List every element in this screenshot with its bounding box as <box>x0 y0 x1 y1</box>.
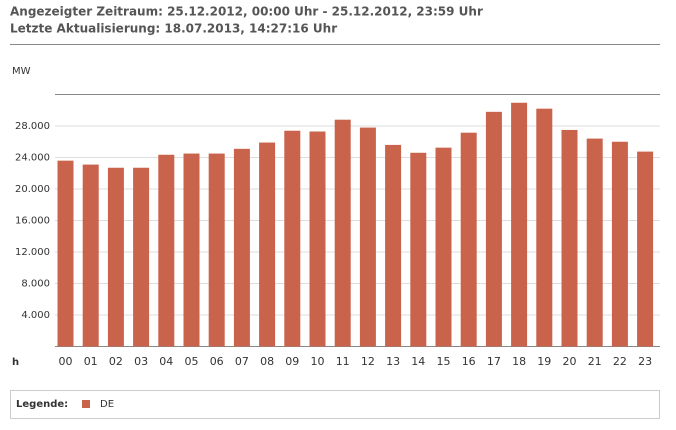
y-tick-label: 20.000 <box>15 184 50 195</box>
bar <box>536 108 553 347</box>
bar <box>183 153 200 347</box>
bar <box>511 102 528 347</box>
bar <box>208 153 225 347</box>
y-unit: MW <box>12 66 31 77</box>
x-tick-label: 02 <box>109 355 123 368</box>
bar <box>259 142 276 347</box>
x-tick-label: 04 <box>159 355 173 368</box>
x-tick-label: 21 <box>588 355 602 368</box>
legend-box <box>10 390 660 419</box>
y-tick-label: 4.000 <box>21 310 50 321</box>
updated: Letzte Aktualisierung: 18.07.2013, 14:27… <box>10 22 337 36</box>
bar <box>284 130 301 347</box>
x-tick-label: 13 <box>386 355 400 368</box>
bar <box>410 152 427 347</box>
period: Angezeigter Zeitraum: 25.12.2012, 00:00 … <box>10 5 483 19</box>
x-tick-label: 12 <box>361 355 375 368</box>
legend-label: DE <box>100 399 114 410</box>
legend-title: Legende: <box>16 399 68 410</box>
bar <box>309 131 326 347</box>
x-tick-label: 16 <box>462 355 476 368</box>
x-tick-label: 01 <box>84 355 98 368</box>
x-tick-label: 19 <box>537 355 551 368</box>
bar <box>460 132 477 347</box>
bar <box>158 154 175 347</box>
bar <box>485 111 502 347</box>
y-tick-label: 16.000 <box>15 216 50 227</box>
x-tick-label: 08 <box>260 355 274 368</box>
bar <box>637 151 654 347</box>
bar <box>82 164 99 347</box>
bar <box>133 167 150 347</box>
x-tick-label: 11 <box>336 355 350 368</box>
y-tick-label: 28.000 <box>15 121 50 132</box>
bar <box>611 141 628 347</box>
x-tick-label: 22 <box>613 355 627 368</box>
x-tick-label: 05 <box>185 355 199 368</box>
x-tick-label: 06 <box>210 355 224 368</box>
y-tick-label: 24.000 <box>15 153 50 164</box>
x-tick-label: 17 <box>487 355 501 368</box>
bar <box>435 147 452 347</box>
bar <box>586 138 603 347</box>
x-unit: h <box>12 357 19 368</box>
bar <box>334 119 351 347</box>
x-tick-label: 15 <box>437 355 451 368</box>
bar <box>233 148 250 347</box>
x-tick-label: 23 <box>638 355 652 368</box>
y-tick-label: 12.000 <box>15 247 50 258</box>
bar <box>561 129 578 347</box>
x-tick-label: 09 <box>285 355 299 368</box>
bar <box>57 160 74 347</box>
x-tick-label: 03 <box>134 355 148 368</box>
bar <box>385 144 402 347</box>
x-tick-label: 10 <box>311 355 325 368</box>
x-tick-label: 14 <box>411 355 425 368</box>
x-tick-label: 00 <box>59 355 73 368</box>
bar <box>359 127 376 347</box>
x-tick-label: 07 <box>235 355 249 368</box>
legend-swatch <box>82 400 90 408</box>
x-tick-label: 18 <box>512 355 526 368</box>
x-tick-label: 20 <box>563 355 577 368</box>
bar <box>107 167 124 347</box>
y-tick-label: 8.000 <box>21 279 50 290</box>
